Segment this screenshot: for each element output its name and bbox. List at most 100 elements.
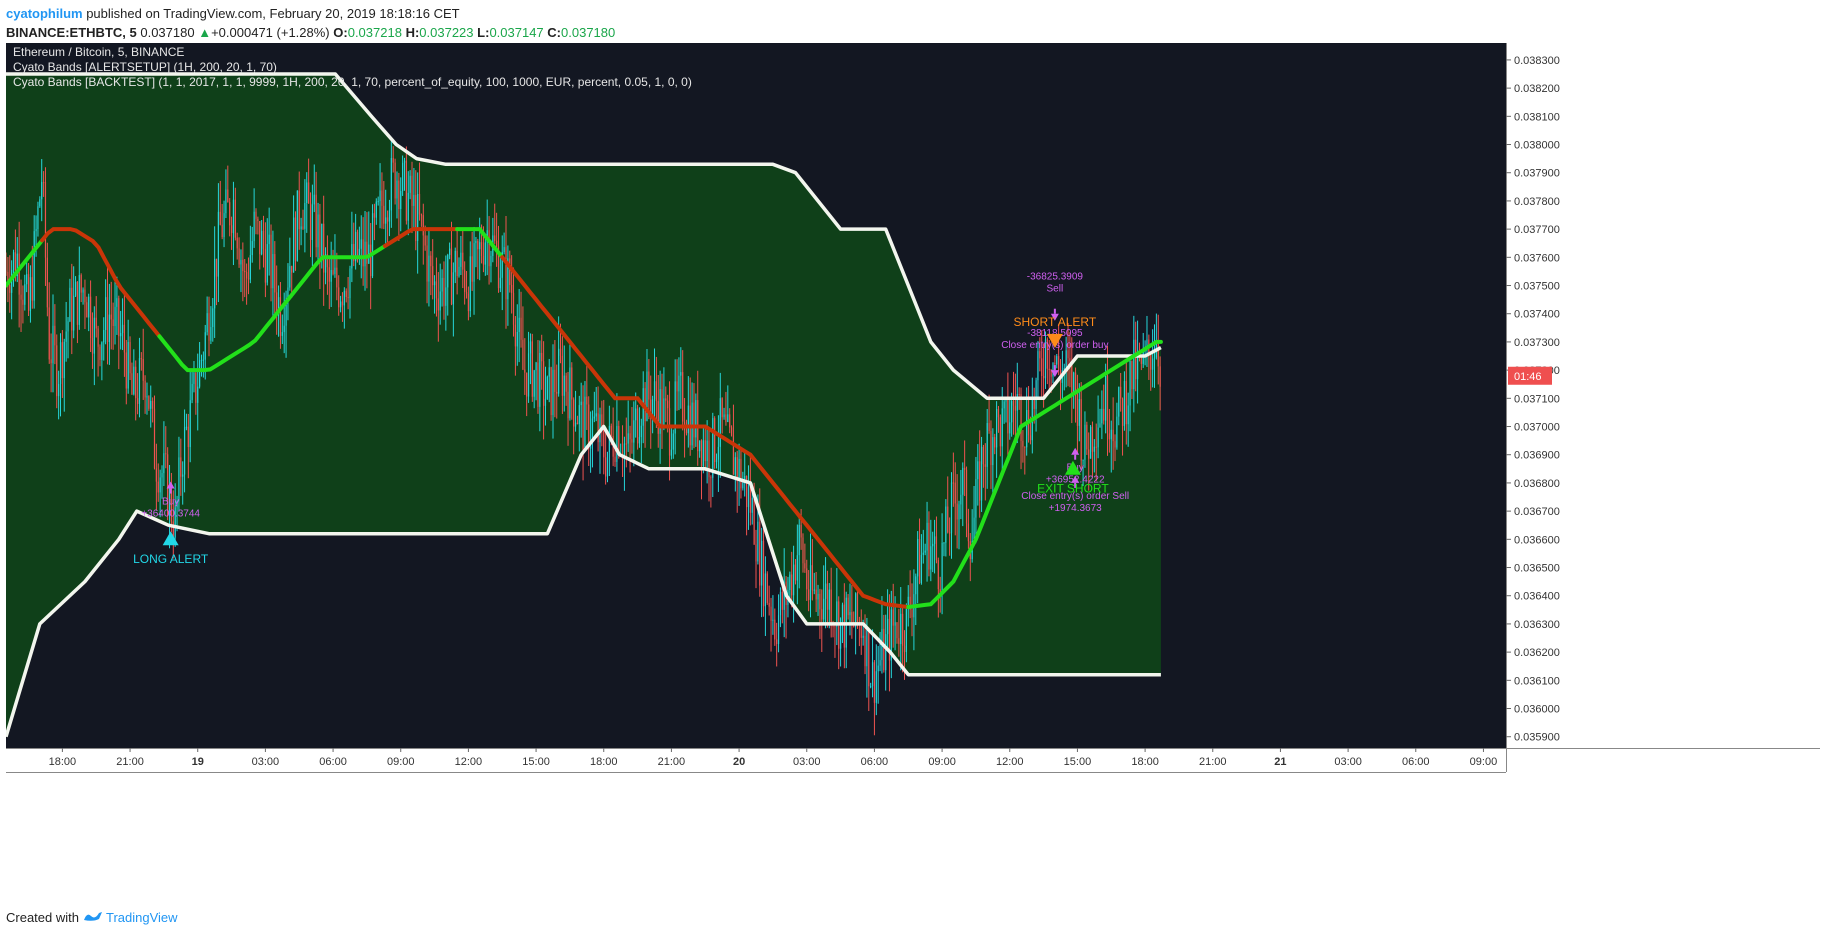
candle-body-238 bbox=[452, 272, 454, 305]
candle-body-442 bbox=[836, 601, 838, 627]
candle-body-502 bbox=[949, 532, 951, 534]
candle-body-572 bbox=[1080, 399, 1082, 461]
candle-body-479 bbox=[905, 604, 907, 652]
candle-body-609 bbox=[1150, 354, 1152, 370]
candle-body-191 bbox=[364, 241, 366, 267]
author-link[interactable]: cyatophilum bbox=[6, 6, 83, 21]
candle-body-534 bbox=[1009, 422, 1011, 434]
candle-body-139 bbox=[266, 244, 268, 283]
candle-body-276 bbox=[524, 369, 526, 373]
candle-body-372 bbox=[704, 440, 706, 462]
candle-body-216 bbox=[411, 175, 413, 206]
candle-body-222 bbox=[422, 215, 424, 236]
candle-body-20 bbox=[42, 182, 45, 184]
candle-body-503 bbox=[950, 482, 953, 533]
candle-body-595 bbox=[1123, 381, 1126, 426]
candle-body-300 bbox=[569, 367, 571, 419]
candle-body-265 bbox=[503, 247, 505, 253]
chart-container[interactable]: Buy +36400.3744 -36825.3909 Sell -38118.5095… bbox=[6, 43, 1820, 900]
candle-body-284 bbox=[539, 352, 541, 407]
candle-body-81 bbox=[157, 481, 159, 493]
candle-body-235 bbox=[447, 254, 449, 288]
time-tick-label-8: 18:00 bbox=[590, 756, 618, 768]
candle-body-320 bbox=[606, 452, 609, 477]
candle-body-59 bbox=[116, 298, 118, 307]
candle-body-92 bbox=[178, 457, 180, 501]
candle-body-341 bbox=[646, 371, 648, 422]
marker-down-icon-1 bbox=[1046, 333, 1063, 348]
candle-body-570 bbox=[1076, 391, 1079, 426]
candle-body-206 bbox=[392, 158, 394, 163]
candle-body-24 bbox=[50, 359, 52, 364]
price-tick-label-24: 0.038300 bbox=[1514, 55, 1560, 67]
candle-body-374 bbox=[708, 440, 710, 478]
tradingview-link[interactable]: TradingView bbox=[106, 910, 178, 925]
candle-body-119 bbox=[229, 202, 231, 226]
candle-body-288 bbox=[546, 376, 548, 399]
candle-body-378 bbox=[715, 459, 718, 463]
time-tick-label-19: 03:00 bbox=[1334, 756, 1362, 768]
candles bbox=[6, 139, 1161, 736]
current-price-tag bbox=[1508, 366, 1552, 385]
candle-body-87 bbox=[168, 484, 171, 516]
candle-body-7 bbox=[18, 253, 20, 295]
candle-body-30 bbox=[61, 342, 63, 379]
candle-body-462 bbox=[873, 662, 876, 703]
candle-body-183 bbox=[349, 268, 351, 299]
candle-body-582 bbox=[1099, 423, 1101, 428]
candle-body-96 bbox=[185, 426, 188, 428]
candle-body-425 bbox=[804, 563, 806, 569]
time-tick-label-16: 18:00 bbox=[1131, 756, 1159, 768]
candle-body-78 bbox=[152, 400, 154, 409]
candle-body-209 bbox=[398, 180, 400, 210]
candle-body-136 bbox=[261, 230, 263, 255]
candle-body-190 bbox=[362, 239, 364, 267]
candle-body-545 bbox=[1029, 435, 1032, 441]
candle-body-395 bbox=[747, 486, 750, 508]
marker-label-1: SHORT ALERT bbox=[1014, 315, 1097, 329]
candle-body-369 bbox=[699, 440, 701, 452]
time-axis: 18:00 21:00 19 03:00 06:00 09:00 12:00 15:00 18:… bbox=[49, 748, 1497, 768]
candle-body-422 bbox=[798, 524, 800, 556]
symbol-label: BINANCE:ETHBTC, 5 bbox=[6, 25, 137, 40]
candle-body-248 bbox=[471, 256, 473, 282]
candle-body-314 bbox=[595, 413, 597, 417]
candle-body-14 bbox=[31, 277, 33, 301]
candle-body-236 bbox=[449, 248, 451, 255]
candle-body-213 bbox=[405, 160, 407, 221]
candle-body-349 bbox=[661, 389, 663, 428]
candle-body-354 bbox=[670, 449, 673, 456]
price-tick-label-6: 0.036500 bbox=[1514, 563, 1560, 575]
high-label: H: bbox=[405, 25, 420, 40]
candle-body-51 bbox=[101, 342, 103, 360]
candle-body-13 bbox=[29, 277, 32, 311]
candle-body-433 bbox=[819, 593, 821, 610]
candle-body-61 bbox=[120, 333, 122, 337]
candle-body-200 bbox=[381, 190, 383, 206]
candle-body-67 bbox=[131, 373, 133, 395]
candle-body-202 bbox=[385, 217, 387, 224]
candle-body-389 bbox=[736, 457, 738, 482]
candle-body-506 bbox=[956, 503, 958, 520]
candle-body-413 bbox=[781, 591, 783, 610]
candle-body-347 bbox=[657, 401, 659, 434]
candle-body-47 bbox=[93, 317, 95, 354]
candle-body-549 bbox=[1037, 351, 1039, 381]
order-text-4-0: Close entry(s) order Sell bbox=[1021, 491, 1129, 502]
candle-body-46 bbox=[91, 337, 94, 354]
marker-up-icon-0 bbox=[162, 531, 179, 546]
candle-body-233 bbox=[443, 277, 445, 306]
candle-body-90 bbox=[174, 507, 176, 538]
candle-body-377 bbox=[714, 418, 716, 463]
price-tick-label-2: 0.036100 bbox=[1514, 675, 1560, 687]
time-tick-label-2: 19 bbox=[192, 756, 204, 768]
candle-body-289 bbox=[548, 367, 550, 377]
candle-body-607 bbox=[1146, 339, 1148, 351]
candle-body-39 bbox=[78, 275, 80, 325]
candle-body-160 bbox=[306, 182, 308, 204]
candle-body-297 bbox=[563, 375, 565, 396]
candle-body-42 bbox=[84, 289, 86, 303]
candle-body-84 bbox=[163, 453, 165, 474]
candle-body-278 bbox=[527, 353, 530, 397]
